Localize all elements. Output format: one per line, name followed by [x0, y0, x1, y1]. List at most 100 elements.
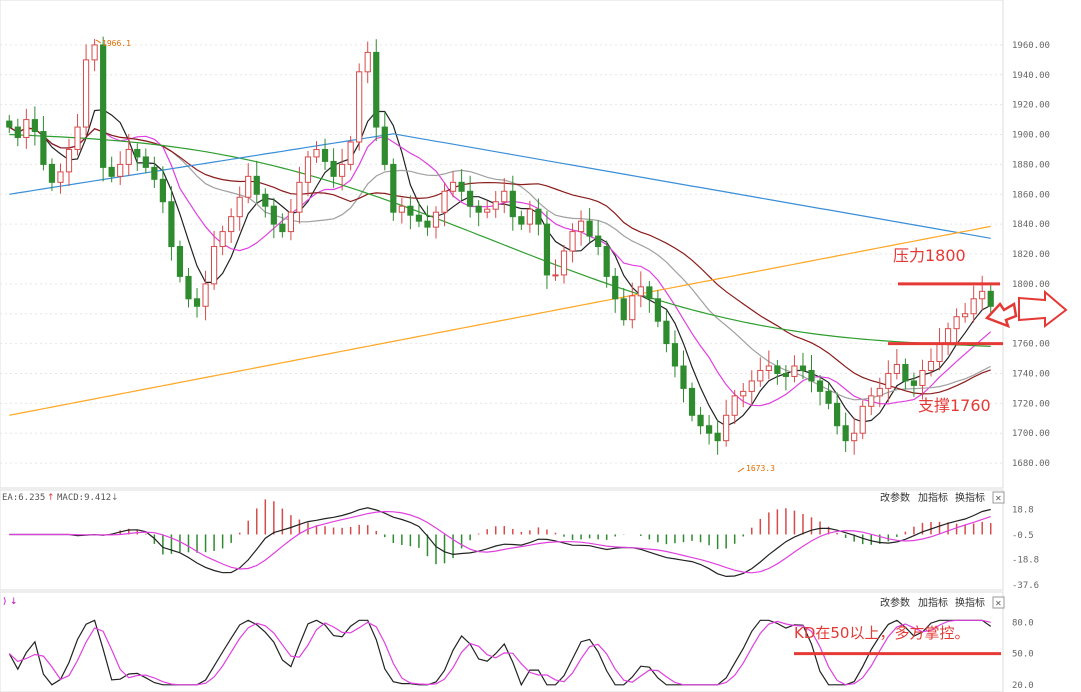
kd-header: ): [2, 597, 7, 607]
kd-note: KD在50以上，多方掌控。: [794, 624, 969, 642]
candle-body: [134, 148, 141, 158]
candle-body: [185, 275, 192, 300]
candle-body: [586, 220, 593, 237]
price-tick-label: 1940.00: [1012, 71, 1050, 81]
macd-dif-line: [9, 507, 991, 578]
candle-body: [595, 235, 602, 248]
macd-switch-indicator-button[interactable]: 换指标: [955, 491, 985, 504]
price-tick-label: 1680.00: [1012, 459, 1050, 469]
candle-body: [868, 395, 875, 407]
kd-panel: ) ↓ 改参数 加指标 换指标 ✕ 80.0 50.0 20.0 KD在50以上，多…: [0, 591, 1034, 692]
candle-body: [953, 316, 960, 330]
candle-body: [782, 372, 790, 377]
candle-body: [757, 369, 764, 382]
candle-body: [321, 148, 329, 162]
candle-body: [569, 231, 576, 252]
candle-body: [919, 369, 926, 386]
candle-body: [108, 166, 115, 177]
candle-body: [970, 298, 977, 315]
candle-body: [236, 196, 243, 218]
kd-change-params-button[interactable]: 改参数: [880, 596, 910, 609]
kd-close-button[interactable]: [992, 596, 1005, 609]
candle-body: [424, 220, 431, 228]
candlesticks: [6, 36, 994, 455]
candle-body: [407, 205, 414, 216]
candle-body: [398, 205, 405, 213]
candle-body: [620, 298, 627, 321]
price-tick-label: 1880.00: [1012, 160, 1050, 170]
candle-body: [842, 425, 849, 442]
candle-body: [885, 372, 892, 389]
low-label: 1673.3: [746, 464, 775, 473]
macd-value: MACD:9.412: [57, 493, 111, 503]
ma120-line: [9, 133, 991, 239]
kd-lines: [8, 619, 992, 687]
candle-body: [65, 148, 73, 173]
macd-dea-value: EA:6.235: [2, 493, 45, 503]
candle-body: [441, 190, 448, 213]
candle-body: [313, 148, 320, 158]
candle-body: [381, 126, 388, 165]
candle-body: [851, 432, 858, 442]
candle-body: [816, 380, 824, 392]
candle-body: [535, 208, 542, 225]
macd-panel: EA:6.235 ↑ MACD:9.412 ↓ 改参数 加指标 换指标 ✕ 18…: [0, 489, 1039, 591]
kd-down-icon: ↓: [10, 597, 18, 607]
macd-dea-line: [9, 510, 991, 574]
macd-change-params-button[interactable]: 改参数: [880, 491, 910, 504]
candle-body: [287, 211, 295, 233]
candle-body: [859, 405, 866, 434]
candle-body: [902, 364, 909, 382]
candle-body: [82, 59, 90, 128]
candle-body: [347, 141, 354, 165]
candle-body: [987, 290, 994, 307]
candle-body: [936, 343, 943, 363]
price-tick-label: 1700.00: [1012, 429, 1050, 439]
kd-add-indicator-button[interactable]: 加指标: [918, 596, 948, 609]
price-tick-label: 1920.00: [1012, 101, 1050, 111]
candle-body: [671, 343, 679, 367]
candle-body: [552, 274, 559, 277]
kd-tick-label: 80.0: [1012, 618, 1034, 628]
candle-body: [748, 380, 755, 392]
price-tick-label: 1800.00: [1012, 280, 1050, 290]
low-pointer: [737, 467, 745, 473]
price-tick-label: 1960.00: [1012, 41, 1050, 51]
kd-tick-label: 20.0: [1012, 681, 1034, 691]
price-tick-label: 1740.00: [1012, 369, 1050, 379]
candle-body: [390, 163, 397, 213]
candle-body: [458, 181, 465, 192]
macd-add-indicator-button[interactable]: 加指标: [918, 491, 948, 504]
candle-body: [612, 275, 619, 300]
kd-switch-indicator-button[interactable]: 换指标: [955, 596, 985, 609]
candle-body: [637, 286, 644, 297]
macd-down-icon: ↓: [111, 493, 119, 503]
candle-body: [962, 313, 969, 318]
candle-body: [159, 178, 166, 203]
candle-body: [825, 390, 832, 404]
candle-body: [279, 223, 286, 233]
price-tick-label: 1860.00: [1012, 190, 1050, 200]
candle-body: [74, 126, 81, 150]
candle-body: [765, 365, 772, 371]
candle-body: [774, 365, 781, 374]
candle-body: [23, 119, 30, 139]
candle-body: [219, 231, 226, 248]
price-tick-label: 1720.00: [1012, 399, 1050, 409]
candle-body: [484, 208, 491, 213]
candle-body: [723, 414, 730, 442]
arrow-right-outline-icon: [1018, 289, 1068, 329]
high-label: 1966.1: [102, 39, 131, 48]
macd-close-button[interactable]: [992, 491, 1005, 504]
candle-body: [176, 246, 184, 277]
moving-averages: [8, 109, 992, 427]
macd-up-icon: ↑: [47, 493, 55, 503]
ma60-line: [9, 133, 991, 347]
macd-tick-label: 18.8: [1012, 505, 1034, 515]
candle-body: [560, 250, 568, 276]
candle-body: [40, 131, 47, 165]
ma250-line: [9, 225, 991, 416]
candle-body: [304, 156, 312, 183]
candle-body: [654, 298, 661, 322]
